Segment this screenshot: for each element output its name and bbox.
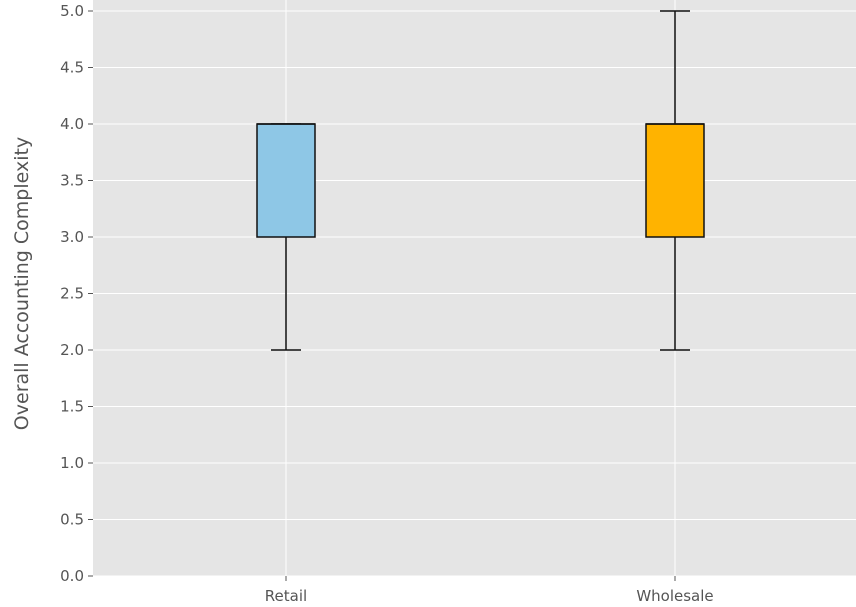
y-tick-label: 3.5 bbox=[60, 172, 84, 190]
y-tick-label: 0.0 bbox=[60, 567, 84, 585]
y-tick-label: 0.5 bbox=[60, 511, 84, 529]
y-axis-ticks: 0.0 0.5 1.0 1.5 2.0 2.5 3.0 3.5 4.0 4.5 5.0 bbox=[60, 2, 93, 585]
box-body bbox=[645, 123, 705, 238]
y-tick-label: 4.5 bbox=[60, 59, 84, 77]
horizontal-gridlines bbox=[93, 10, 856, 577]
plot-area bbox=[93, 0, 856, 576]
y-tick-label: 2.5 bbox=[60, 285, 84, 303]
y-tick-label: 2.0 bbox=[60, 341, 84, 359]
box-body bbox=[256, 123, 316, 238]
y-axis-label: Overall Accounting Complexity bbox=[11, 137, 33, 430]
y-tick-label: 4.0 bbox=[60, 115, 84, 133]
y-tick-label: 1.5 bbox=[60, 398, 84, 416]
box-series bbox=[256, 10, 705, 351]
y-tick-label: 3.0 bbox=[60, 228, 84, 246]
box-retail bbox=[256, 123, 316, 351]
y-tick-label: 5.0 bbox=[60, 2, 84, 20]
x-axis-ticks: Retail Wholesale bbox=[265, 576, 714, 605]
box-wholesale bbox=[645, 10, 705, 351]
x-tick-label-retail: Retail bbox=[265, 587, 307, 605]
y-tick-label: 1.0 bbox=[60, 454, 84, 472]
x-tick-label-wholesale: Wholesale bbox=[636, 587, 713, 605]
